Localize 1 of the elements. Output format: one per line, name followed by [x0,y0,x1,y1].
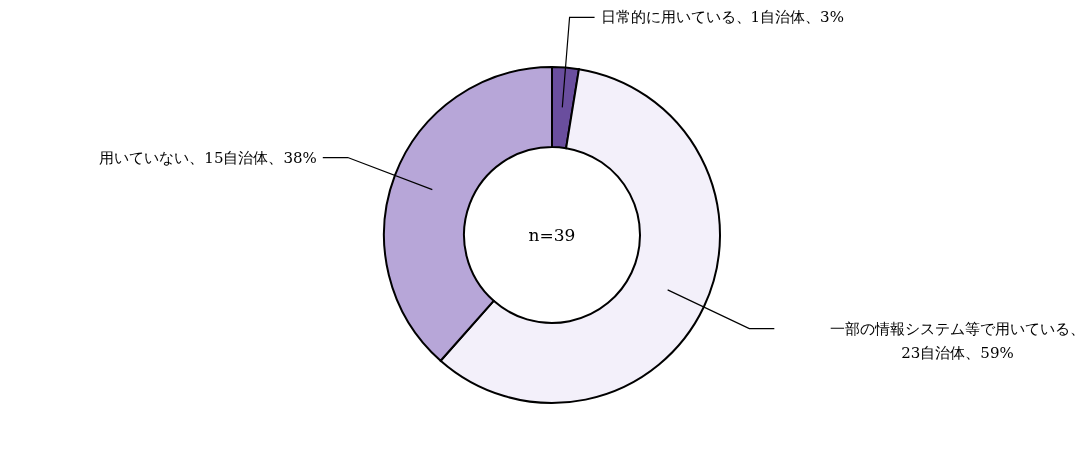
annotation: n=39 [528,225,576,245]
